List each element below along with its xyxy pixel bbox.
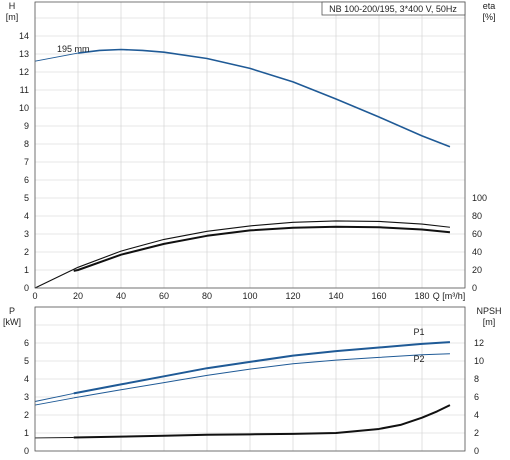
h-tick-label: 13 <box>19 49 29 59</box>
h-tick-label: 10 <box>19 103 29 113</box>
bottom-panel-frame <box>34 306 466 452</box>
h-tick-label: 12 <box>19 67 29 77</box>
npsh-tick-label: 4 <box>474 410 479 420</box>
p-tick-label: 1 <box>24 428 29 438</box>
p-axis-unit: [kW] <box>3 317 21 327</box>
power-curve-p2 <box>73 353 450 399</box>
power-curve-p2-lead <box>34 397 74 406</box>
npsh-tick-label: 6 <box>474 392 479 402</box>
power-curve-p1-lead <box>34 392 74 402</box>
eta-axis-unit: [%] <box>482 12 495 22</box>
eta-tick-label: 0 <box>472 283 477 293</box>
h-tick-label: 8 <box>24 139 29 149</box>
h-tick-label: 3 <box>24 229 29 239</box>
h-tick-label: 1 <box>24 265 29 275</box>
eta-tick-label: 60 <box>472 229 482 239</box>
q-tick-label: 160 <box>371 291 386 301</box>
npsh-tick-label: 10 <box>474 356 484 366</box>
q-tick-label: 180 <box>414 291 429 301</box>
p-tick-label: 6 <box>24 338 29 348</box>
series-label-p1: P1 <box>413 327 424 337</box>
h-axis-label: H <box>9 1 16 11</box>
h-tick-label: 6 <box>24 175 29 185</box>
q-axis-label: Q [m³/h] <box>433 291 466 301</box>
h-tick-label: 9 <box>24 121 29 131</box>
p-tick-label: 3 <box>24 392 29 402</box>
p-tick-label: 4 <box>24 374 29 384</box>
h-tick-label: 4 <box>24 211 29 221</box>
h-tick-label: 0 <box>24 283 29 293</box>
h-axis-unit: [m] <box>6 12 19 22</box>
curve-annotation: 195 mm <box>57 44 90 54</box>
series-label-p2: P2 <box>413 354 424 364</box>
title-box <box>321 1 466 16</box>
q-tick-label: 120 <box>285 291 300 301</box>
chart-title: NB 100-200/195, 3*400 V, 50Hz <box>329 4 457 14</box>
q-tick-label: 0 <box>32 291 37 301</box>
npsh-axis-label: NPSH <box>476 306 501 316</box>
h-tick-label: 14 <box>19 31 29 41</box>
q-tick-label: 100 <box>242 291 257 301</box>
q-tick-label: 60 <box>159 291 169 301</box>
q-tick-label: 140 <box>328 291 343 301</box>
eta-tick-label: 20 <box>472 265 482 275</box>
eta-tick-label: 100 <box>472 193 487 203</box>
npsh-tick-label: 2 <box>474 428 479 438</box>
eta-axis-label: eta <box>483 1 496 11</box>
eta-tick-label: 40 <box>472 247 482 257</box>
q-tick-label: 80 <box>202 291 212 301</box>
head-curve-lead <box>34 52 79 62</box>
eta-tick-label: 80 <box>472 211 482 221</box>
p-tick-label: 5 <box>24 356 29 366</box>
head-curve <box>77 48 451 148</box>
npsh-tick-label: 8 <box>474 374 479 384</box>
p-axis-label: P <box>9 306 15 316</box>
h-tick-label: 11 <box>20 85 29 95</box>
q-tick-label: 40 <box>116 291 126 301</box>
npsh-tick-label: 12 <box>474 338 484 348</box>
npsh-curve <box>73 404 451 439</box>
p-tick-label: 2 <box>24 410 29 420</box>
npsh-axis-unit: [m] <box>483 317 496 327</box>
top-panel-frame <box>34 1 466 289</box>
power-curve-p1 <box>73 341 451 395</box>
npsh-tick-label: 0 <box>474 446 479 456</box>
p-tick-label: 0 <box>24 446 29 456</box>
h-tick-label: 2 <box>24 247 29 257</box>
h-tick-label: 5 <box>24 193 29 203</box>
h-tick-label: 7 <box>24 157 29 167</box>
q-tick-label: 20 <box>73 291 83 301</box>
